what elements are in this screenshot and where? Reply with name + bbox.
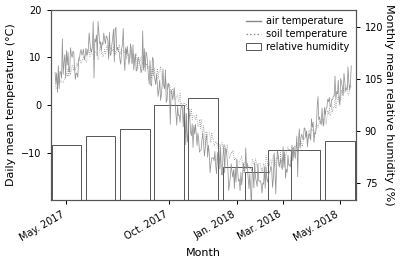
Bar: [245, 172, 275, 200]
Bar: [154, 105, 184, 200]
Bar: [86, 136, 116, 200]
Bar: [325, 141, 355, 200]
Bar: [52, 145, 81, 200]
X-axis label: Month: Month: [186, 248, 221, 258]
Bar: [188, 98, 218, 200]
Bar: [120, 129, 150, 200]
Bar: [291, 150, 320, 200]
Bar: [222, 167, 252, 200]
Bar: [268, 150, 298, 200]
Y-axis label: Monthly mean relative humidity (%): Monthly mean relative humidity (%): [384, 4, 394, 206]
Legend: air temperature, soil temperature, relative humidity: air temperature, soil temperature, relat…: [244, 15, 351, 54]
Y-axis label: Daily mean temperature (°C): Daily mean temperature (°C): [6, 23, 16, 186]
